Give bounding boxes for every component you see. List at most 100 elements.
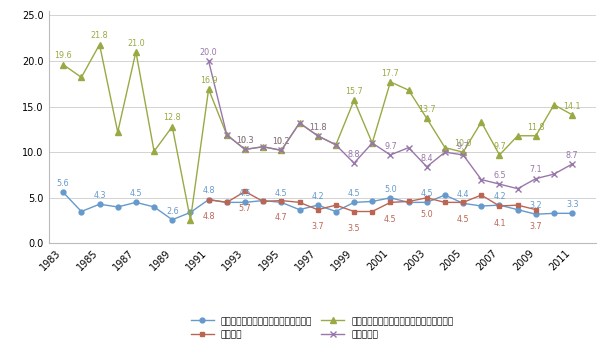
Text: 20.0: 20.0 xyxy=(200,48,218,57)
東証一部、大証一部、名証一部以外で上場 xyxy=(260,145,267,149)
Text: 4.8: 4.8 xyxy=(202,212,215,221)
東証一部、大証一部、名証一部に上場 xyxy=(133,200,140,204)
東証一部、大証一部、名証一部以外で上場 xyxy=(478,120,485,124)
上場企業 xyxy=(332,203,339,207)
上場企業 xyxy=(514,203,521,207)
Text: 4.2: 4.2 xyxy=(311,192,324,201)
Text: 12.8: 12.8 xyxy=(164,113,181,122)
東証一部、大証一部、名証一部に上場 xyxy=(78,209,85,214)
Text: 15.7: 15.7 xyxy=(345,87,363,96)
東証一部、大証一部、名証一部以外で上場 xyxy=(241,147,249,151)
未上場企業 xyxy=(368,141,376,145)
上場企業 xyxy=(405,199,412,204)
未上場企業 xyxy=(550,172,558,176)
東証一部、大証一部、名証一部に上場 xyxy=(314,203,322,207)
東証一部、大証一部、名証一部に上場 xyxy=(368,199,376,204)
未上場企業 xyxy=(405,145,412,150)
東証一部、大証一部、名証一部以外で上場 xyxy=(496,153,503,157)
東証一部、大証一部、名証一部以外で上場 xyxy=(350,98,358,102)
Text: 4.2: 4.2 xyxy=(493,192,506,201)
Text: 8.4: 8.4 xyxy=(421,154,433,163)
東証一部、大証一部、名証一部に上場 xyxy=(187,210,194,214)
Text: 9.7: 9.7 xyxy=(384,142,397,151)
東証一部、大証一部、名証一部に上場 xyxy=(332,209,339,214)
Text: 4.5: 4.5 xyxy=(348,189,361,198)
東証一部、大証一部、名証一部に上場 xyxy=(423,200,430,204)
Text: 6.5: 6.5 xyxy=(493,171,506,180)
Text: 8.7: 8.7 xyxy=(566,151,579,160)
東証一部、大証一部、名証一部以外で上場 xyxy=(168,125,176,129)
東証一部、大証一部、名証一部に上場 xyxy=(532,212,539,216)
Text: 2.6: 2.6 xyxy=(166,207,179,216)
Text: 11.8: 11.8 xyxy=(309,122,326,132)
Text: 3.7: 3.7 xyxy=(530,222,542,231)
未上場企業 xyxy=(241,147,249,151)
Text: 21.8: 21.8 xyxy=(91,32,108,40)
東証一部、大証一部、名証一部に上場 xyxy=(550,211,558,216)
東証一部、大証一部、名証一部に上場 xyxy=(460,201,467,205)
東証一部、大証一部、名証一部に上場 xyxy=(150,205,157,209)
上場企業 xyxy=(460,200,467,204)
未上場企業 xyxy=(441,150,449,154)
東証一部、大証一部、名証一部に上場 xyxy=(568,211,576,216)
Text: 5.6: 5.6 xyxy=(57,179,69,188)
Text: 9.7: 9.7 xyxy=(493,142,506,151)
Text: 14.1: 14.1 xyxy=(564,102,581,111)
Text: 13.7: 13.7 xyxy=(418,105,435,114)
東証一部、大証一部、名証一部以外で上場 xyxy=(441,145,449,150)
東証一部、大証一部、名証一部以外で上場 xyxy=(114,130,122,134)
東証一部、大証一部、名証一部に上場 xyxy=(241,200,249,204)
東証一部、大証一部、名証一部に上場 xyxy=(205,198,212,202)
上場企業 xyxy=(278,198,285,203)
Text: 10.2: 10.2 xyxy=(272,137,290,146)
東証一部、大証一部、名証一部に上場 xyxy=(387,196,394,200)
東証一部、大証一部、名証一部以外で上場 xyxy=(296,121,303,125)
未上場企業 xyxy=(278,148,285,153)
未上場企業 xyxy=(460,153,467,157)
上場企業 xyxy=(423,196,430,200)
東証一部、大証一部、名証一部以外で上場 xyxy=(550,103,558,107)
Text: 10.3: 10.3 xyxy=(237,136,254,145)
Text: 9.7: 9.7 xyxy=(457,142,469,151)
東証一部、大証一部、名証一部以外で上場 xyxy=(368,141,376,145)
東証一部、大証一部、名証一部以外で上場 xyxy=(278,148,285,153)
Text: 8.8: 8.8 xyxy=(348,150,361,159)
Line: 東証一部、大証一部、名証一部以外で上場: 東証一部、大証一部、名証一部以外で上場 xyxy=(60,42,575,222)
東証一部、大証一部、名証一部以外で上場 xyxy=(133,50,140,54)
東証一部、大証一部、名証一部以外で上場 xyxy=(568,113,576,117)
東証一部、大証一部、名証一部以外で上場 xyxy=(514,134,521,138)
上場企業 xyxy=(496,204,503,208)
未上場企業 xyxy=(568,162,576,166)
Text: 19.6: 19.6 xyxy=(54,52,72,61)
Text: 4.5: 4.5 xyxy=(421,189,433,198)
東証一部、大証一部、名証一部に上場 xyxy=(496,203,503,207)
東証一部、大証一部、名証一部に上場 xyxy=(278,200,285,204)
未上場企業 xyxy=(423,165,430,169)
東証一部、大証一部、名証一部以外で上場 xyxy=(387,80,394,84)
Text: 4.5: 4.5 xyxy=(457,215,469,224)
未上場企業 xyxy=(478,178,485,182)
Text: 10.2: 10.2 xyxy=(272,137,290,146)
Text: 4.3: 4.3 xyxy=(93,191,106,200)
未上場企業 xyxy=(205,59,212,63)
東証一部、大証一部、名証一部に上場 xyxy=(60,190,67,194)
未上場企業 xyxy=(496,182,503,186)
未上場企業 xyxy=(350,161,358,165)
Line: 未上場企業: 未上場企業 xyxy=(206,58,575,192)
Text: 16.9: 16.9 xyxy=(200,76,218,85)
Text: 4.5: 4.5 xyxy=(239,189,251,198)
上場企業 xyxy=(350,209,358,214)
東証一部、大証一部、名証一部以外で上場 xyxy=(332,143,339,147)
東証一部、大証一部、名証一部に上場 xyxy=(296,208,303,212)
Line: 上場企業: 上場企業 xyxy=(206,189,538,214)
上場企業 xyxy=(478,193,485,197)
Text: 4.5: 4.5 xyxy=(275,189,288,198)
東証一部、大証一部、名証一部に上場 xyxy=(441,193,449,197)
上場企業 xyxy=(241,189,249,194)
上場企業 xyxy=(368,209,376,214)
東証一部、大証一部、名証一部に上場 xyxy=(514,208,521,212)
上場企業 xyxy=(532,208,539,212)
Text: 4.7: 4.7 xyxy=(275,213,288,222)
未上場企業 xyxy=(260,145,267,149)
東証一部、大証一部、名証一部以外で上場 xyxy=(223,133,230,137)
